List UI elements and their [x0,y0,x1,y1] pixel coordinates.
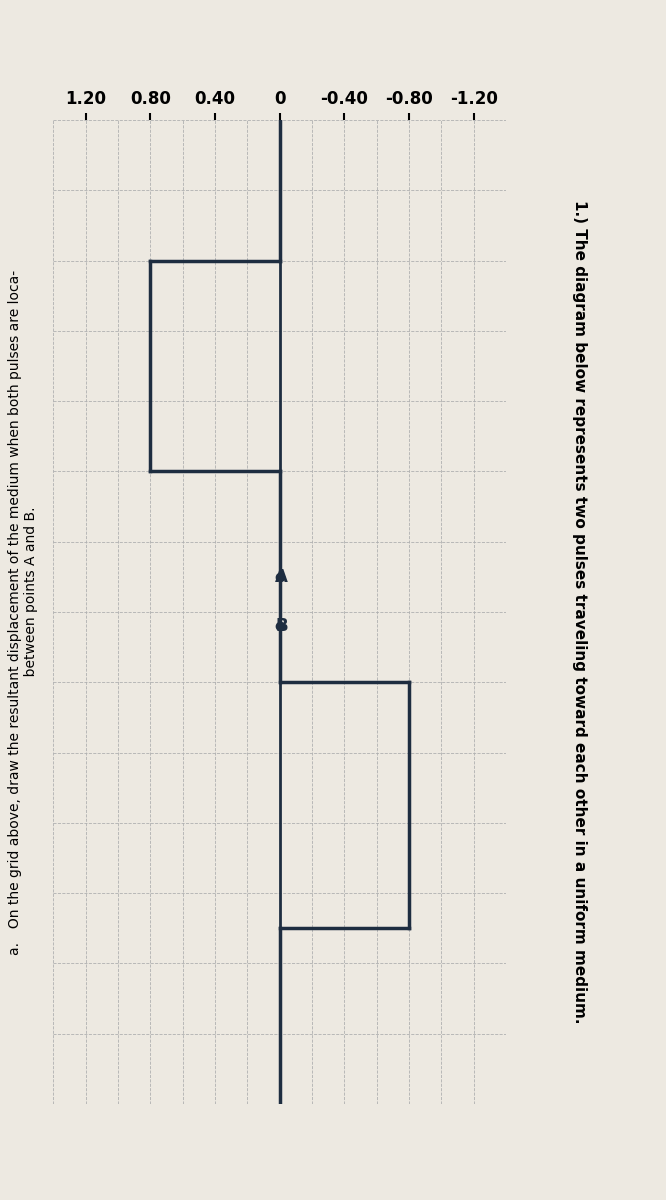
Text: A: A [275,568,288,586]
Text: a. On the grid above, draw the resultant displacement of the medium when both pu: a. On the grid above, draw the resultant… [8,270,39,954]
Text: B: B [275,617,288,635]
Text: 1.) The diagram below represents two pulses traveling toward each other in a uni: 1.) The diagram below represents two pul… [572,200,587,1024]
